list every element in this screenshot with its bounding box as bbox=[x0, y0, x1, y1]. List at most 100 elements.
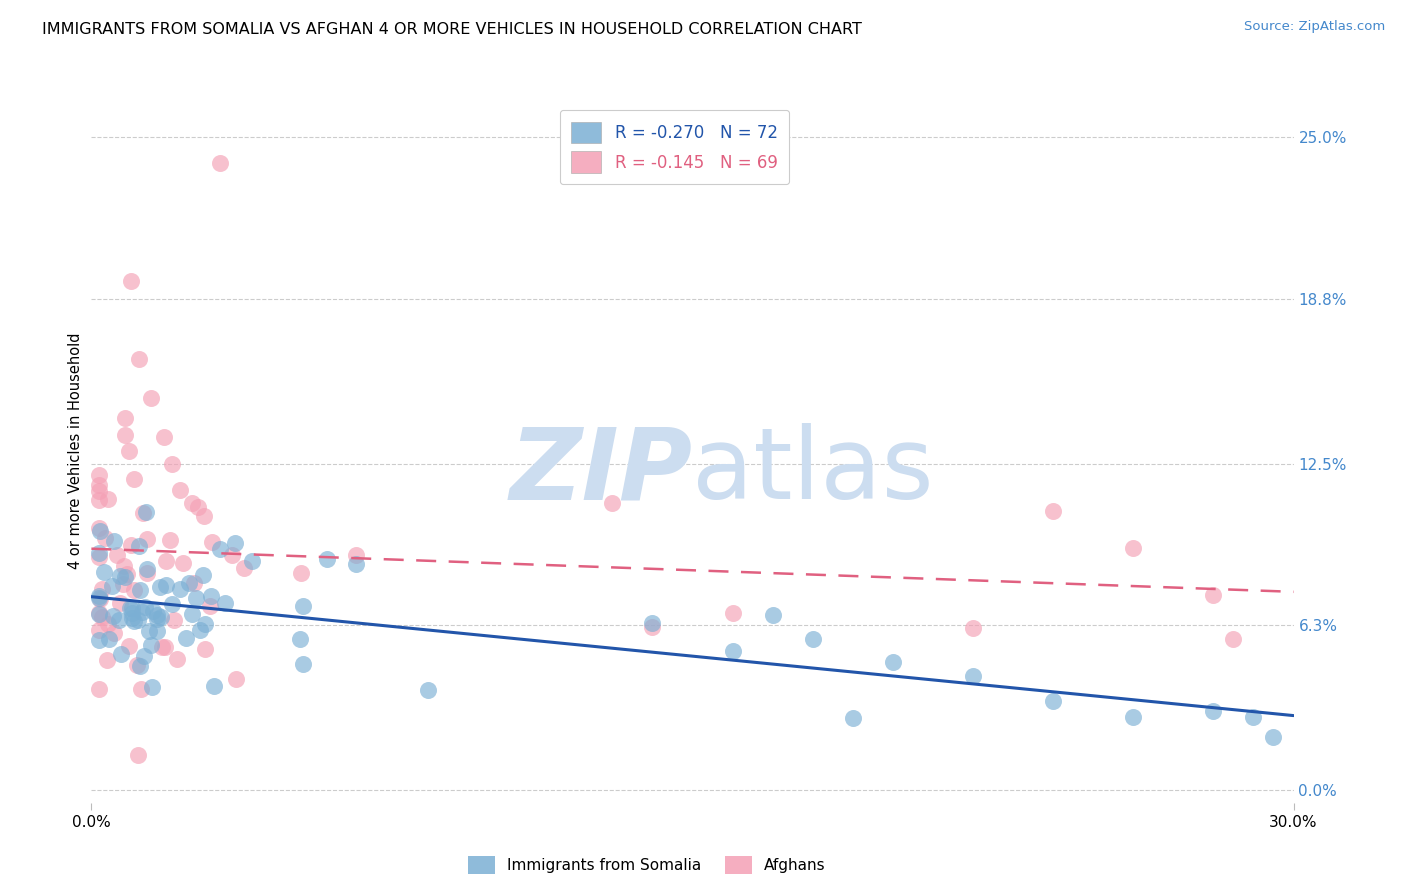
Point bbox=[194, 617, 217, 632]
Point bbox=[1243, 709, 1265, 723]
Point bbox=[641, 615, 664, 630]
Point bbox=[118, 639, 141, 653]
Point bbox=[172, 557, 194, 571]
Point bbox=[882, 655, 904, 669]
Point bbox=[290, 632, 312, 647]
Point bbox=[93, 531, 115, 545]
Point bbox=[174, 631, 197, 645]
Point bbox=[122, 615, 145, 629]
Point bbox=[89, 682, 111, 697]
Point bbox=[962, 621, 984, 635]
Point bbox=[1122, 710, 1144, 724]
Point bbox=[290, 566, 312, 580]
Point bbox=[139, 639, 162, 653]
Point bbox=[721, 607, 744, 621]
Point bbox=[641, 619, 664, 633]
Point bbox=[120, 538, 142, 552]
Point bbox=[122, 582, 145, 597]
Legend: Immigrants from Somalia, Afghans: Immigrants from Somalia, Afghans bbox=[461, 850, 832, 880]
Point bbox=[201, 534, 224, 549]
Point bbox=[962, 668, 984, 682]
Point bbox=[108, 613, 131, 627]
Point bbox=[194, 641, 217, 656]
Point bbox=[89, 521, 111, 535]
Point bbox=[121, 600, 143, 615]
Point bbox=[344, 557, 367, 571]
Point bbox=[127, 613, 149, 627]
Point bbox=[114, 428, 136, 442]
Point bbox=[134, 648, 156, 663]
Point bbox=[186, 591, 208, 606]
Point bbox=[128, 582, 150, 597]
Point bbox=[96, 492, 118, 507]
Point bbox=[112, 559, 135, 574]
Point bbox=[89, 591, 111, 606]
Point bbox=[91, 582, 114, 596]
Point bbox=[200, 589, 222, 603]
Point bbox=[93, 565, 115, 579]
Point bbox=[111, 577, 134, 591]
Point bbox=[169, 582, 191, 596]
Point bbox=[166, 652, 188, 666]
Point bbox=[89, 546, 111, 560]
Point bbox=[122, 472, 145, 486]
Point bbox=[159, 533, 181, 547]
Point bbox=[180, 607, 202, 622]
Point bbox=[89, 484, 111, 499]
Point bbox=[131, 681, 153, 696]
Point bbox=[115, 567, 138, 582]
Point bbox=[128, 352, 150, 367]
Point bbox=[101, 609, 124, 624]
Point bbox=[152, 430, 174, 444]
Point bbox=[141, 680, 163, 694]
Point bbox=[138, 624, 160, 639]
Point bbox=[214, 596, 236, 610]
Point bbox=[155, 578, 177, 592]
Text: IMMIGRANTS FROM SOMALIA VS AFGHAN 4 OR MORE VEHICLES IN HOUSEHOLD CORRELATION CH: IMMIGRANTS FROM SOMALIA VS AFGHAN 4 OR M… bbox=[42, 22, 862, 37]
Point bbox=[153, 640, 176, 655]
Point bbox=[89, 632, 111, 647]
Point bbox=[225, 672, 247, 686]
Point bbox=[132, 507, 155, 521]
Point bbox=[202, 680, 225, 694]
Point bbox=[148, 580, 170, 594]
Point bbox=[105, 548, 128, 562]
Point bbox=[89, 524, 111, 538]
Point bbox=[1263, 731, 1285, 745]
Point bbox=[344, 549, 367, 563]
Point bbox=[177, 575, 200, 590]
Point bbox=[103, 534, 125, 549]
Point bbox=[193, 508, 215, 523]
Point bbox=[224, 536, 246, 550]
Point bbox=[208, 156, 231, 170]
Point bbox=[187, 500, 209, 514]
Point bbox=[89, 478, 111, 492]
Point bbox=[145, 608, 167, 623]
Point bbox=[163, 613, 186, 627]
Point bbox=[232, 561, 254, 575]
Point bbox=[162, 597, 184, 611]
Point bbox=[169, 483, 191, 497]
Point bbox=[89, 589, 111, 603]
Point bbox=[160, 457, 183, 471]
Point bbox=[117, 444, 139, 458]
Point bbox=[602, 496, 624, 510]
Point bbox=[145, 624, 167, 639]
Point bbox=[150, 640, 173, 654]
Point bbox=[416, 683, 439, 698]
Point bbox=[89, 468, 111, 483]
Legend: R = -0.270   N = 72, R = -0.145   N = 69: R = -0.270 N = 72, R = -0.145 N = 69 bbox=[560, 110, 789, 185]
Point bbox=[127, 747, 149, 762]
Point bbox=[209, 541, 232, 556]
Point bbox=[125, 658, 148, 673]
Point bbox=[121, 274, 143, 288]
Point bbox=[1202, 705, 1225, 719]
Point bbox=[110, 647, 132, 661]
Point bbox=[110, 597, 132, 611]
Point bbox=[1042, 504, 1064, 518]
Point bbox=[721, 643, 744, 657]
Point bbox=[135, 505, 157, 519]
Point bbox=[128, 539, 150, 553]
Point bbox=[762, 608, 785, 623]
Point bbox=[155, 553, 177, 567]
